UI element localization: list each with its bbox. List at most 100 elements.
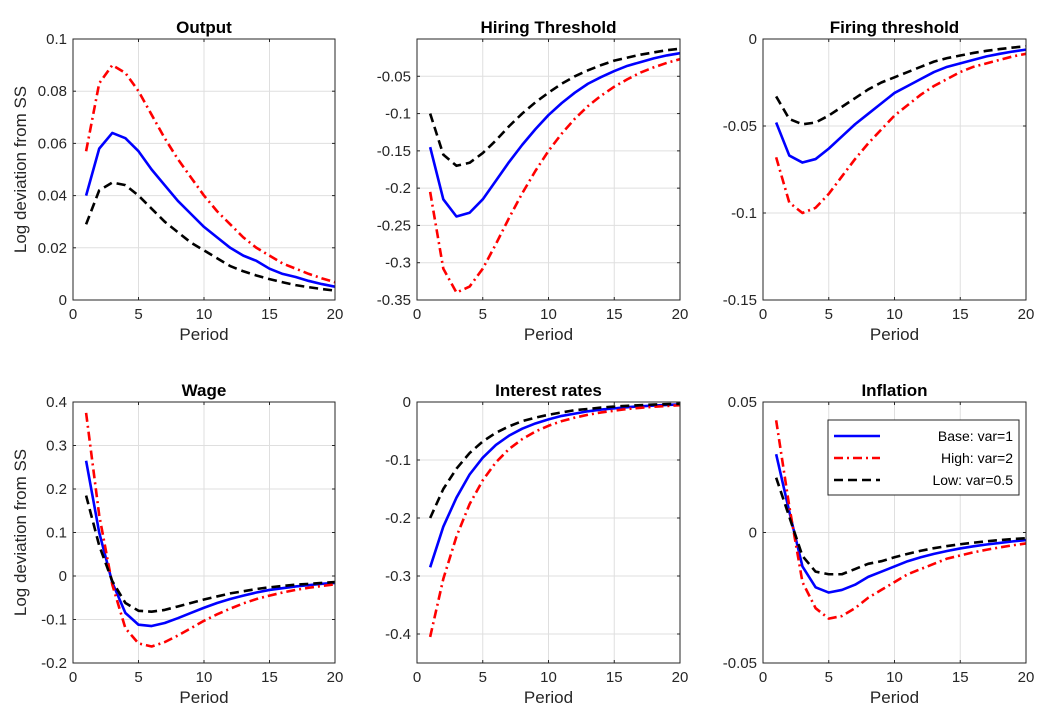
chart-title: Firing threshold [830,18,959,37]
x-axis-label: Period [179,688,228,707]
legend-entry: Base: var=1 [938,428,1013,444]
series-line-series-1 [84,131,336,288]
y-tick-label: -0.2 [385,180,411,197]
x-tick-label: 15 [261,306,278,323]
x-tick-label: 5 [825,306,833,323]
y-tick-label: -0.1 [41,612,67,629]
y-tick-label: 0 [59,292,67,309]
x-tick-label: 0 [413,306,421,323]
x-tick-label: 5 [134,306,142,323]
series-line-series-3 [84,181,336,292]
legend: Base: var=1 High: var=2 Low: var=0.5 [827,419,1020,496]
x-tick-label: 20 [1018,669,1035,686]
series-line-series-3 [84,495,336,613]
y-tick-label: 0 [749,525,757,542]
y-tick-label: -0.1 [385,106,411,123]
y-tick-label: 0 [403,394,411,411]
x-tick-label: 0 [759,306,767,323]
legend-entry: High: var=2 [941,450,1013,466]
x-tick-label: 10 [540,669,557,686]
y-tick-label: 0.04 [38,188,67,205]
x-tick-label: 15 [952,669,969,686]
x-tick-label: 5 [479,306,487,323]
x-tick-label: 5 [825,669,833,686]
y-tick-label: -0.15 [377,143,411,160]
y-tick-label: 0.3 [46,438,67,455]
x-tick-label: 20 [672,306,689,323]
chart-title: Hiring Threshold [481,18,617,37]
y-tick-label: -0.1 [385,452,411,469]
x-axis-label: Period [524,688,573,707]
series-line-series-1 [428,403,681,568]
x-tick-label: 20 [327,669,344,686]
chart-output: 0 5 10 15 20 0 0.02 0.04 0.06 0.08 0.1 Output Period… [11,18,343,344]
y-tick-label: -0.25 [377,217,411,234]
series-line-series-3 [428,402,681,519]
x-tick-label: 10 [196,669,213,686]
x-axis-label: Period [179,325,228,344]
y-tick-label: 0.06 [38,135,67,152]
x-tick-label: 10 [886,669,903,686]
chart-hiring-threshold: 0 5 10 15 20 -0.35 -0.3 -0.25 -0.2 -0.15 -0.1 -0.05… [377,18,689,344]
series-line-base-var-1 [774,453,1027,594]
y-axis-label: Log deviation from SS [11,449,30,616]
series-line-high-var-2 [774,420,1027,620]
chart-firing-threshold: 0 5 10 15 20 -0.15 -0.1 -0.05 0 Firing threshold P… [723,18,1035,344]
y-tick-label: -0.35 [377,292,411,309]
series-line-series-1 [428,51,681,218]
x-tick-label: 15 [606,306,623,323]
x-tick-label: 10 [540,306,557,323]
x-axis-label: Period [870,325,919,344]
x-tick-label: 0 [69,669,77,686]
x-tick-label: 0 [69,306,77,323]
x-tick-label: 5 [134,669,142,686]
chart-title: Interest rates [495,381,602,400]
chart-title: Output [176,18,232,37]
x-axis-label: Period [870,688,919,707]
chart-title: Wage [182,381,227,400]
y-tick-label: -0.2 [41,655,67,672]
chart-interest-rates: 0 5 10 15 20 -0.4 -0.3 -0.2 -0.1 0 Interest rates P… [385,381,688,707]
y-axis-label: Log deviation from SS [11,86,30,253]
series-line-series-2 [774,52,1027,215]
y-tick-label: -0.3 [385,255,411,272]
x-tick-label: 15 [606,669,623,686]
y-tick-label: 0.05 [728,394,757,411]
chart-wage: 0 5 10 15 20 -0.2 -0.1 0 0.1 0.2 0.3 0.4 Wage Period L… [11,381,343,707]
series-line-series-1 [84,460,336,628]
y-tick-label: 0.1 [46,31,67,48]
y-tick-label: 0 [59,568,67,585]
series-line-series-3 [775,45,1027,126]
y-tick-label: -0.05 [723,655,757,672]
x-tick-label: 5 [479,669,487,686]
x-tick-label: 0 [413,669,421,686]
series-line-series-2 [428,403,681,638]
x-tick-label: 15 [261,669,278,686]
series-line-series-2 [84,63,336,284]
series-line-series-2 [428,57,681,294]
y-tick-label: 0.1 [46,525,67,542]
series-line-series-1 [774,48,1027,164]
x-tick-label: 20 [672,669,689,686]
y-tick-label: -0.15 [723,292,757,309]
x-tick-label: 15 [952,306,969,323]
y-tick-label: -0.05 [723,118,757,135]
y-tick-label: 0.02 [38,240,67,257]
y-tick-label: -0.2 [385,510,411,527]
y-tick-label: 0.4 [46,394,67,411]
series-line-series-2 [84,412,336,648]
series-line-low-var-0-5 [774,477,1027,576]
y-tick-label: -0.05 [377,68,411,85]
x-tick-label: 20 [327,306,344,323]
y-tick-label: 0.2 [46,481,67,498]
y-tick-label: 0 [749,31,757,48]
series-line-series-3 [428,47,681,168]
x-tick-label: 0 [759,669,767,686]
y-tick-label: -0.3 [385,568,411,585]
x-tick-label: 10 [886,306,903,323]
chart-title: Inflation [861,381,927,400]
x-tick-label: 20 [1018,306,1035,323]
x-axis-label: Period [524,325,573,344]
